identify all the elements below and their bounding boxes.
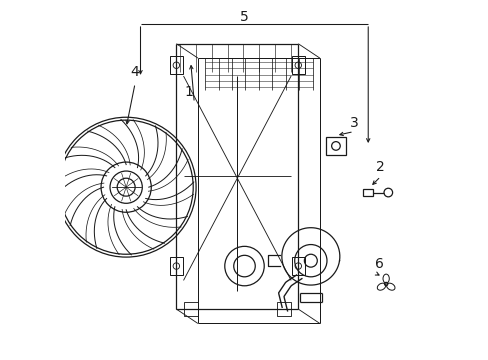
Text: 1: 1	[184, 85, 193, 99]
Bar	[325, 137, 345, 154]
Bar	[291, 257, 304, 275]
Bar	[169, 56, 183, 74]
Text: 4: 4	[130, 66, 139, 80]
Bar	[183, 302, 198, 316]
Bar	[291, 56, 304, 74]
Bar	[276, 302, 290, 316]
Text: 2: 2	[376, 161, 385, 175]
Text: 6: 6	[374, 257, 383, 271]
Bar	[169, 257, 183, 275]
Text: 5: 5	[240, 10, 248, 24]
Bar	[363, 189, 372, 196]
Text: 3: 3	[349, 116, 358, 130]
